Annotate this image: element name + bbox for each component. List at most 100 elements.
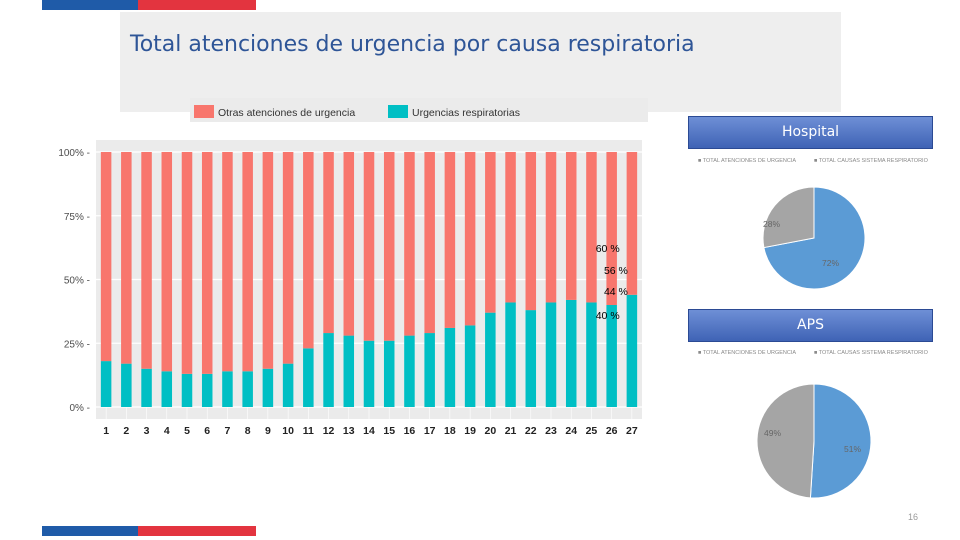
y-tick-label: 25% - [64,339,90,350]
bar-otras [323,152,334,334]
x-tick-label: 17 [424,425,436,437]
bar-otras [343,152,355,336]
legend-background [190,98,648,122]
legend-label-respiratorias: Urgencias respiratorias [412,107,520,119]
bar-respiratorias [222,371,233,407]
bar-otras [201,152,213,374]
bar-respiratorias [141,368,152,407]
bar-respiratorias [444,327,456,407]
bar-otras [262,152,274,369]
y-tick-label: 50% - [64,276,90,287]
x-tick-label: 19 [464,425,476,437]
pie-slice [756,383,815,499]
bar-otras [282,152,294,364]
bar-otras [242,152,253,372]
x-tick-label: 14 [363,425,375,437]
flag-red-segment [138,0,256,10]
pie-slice [762,186,815,249]
bar-respiratorias [282,363,294,407]
y-tick-label: 0% - [69,403,90,414]
bar-otras [363,152,375,341]
x-tick-label: 20 [484,425,496,437]
bar-respiratorias [586,302,597,407]
x-tick-label: 4 [164,425,170,437]
x-tick-label: 12 [323,425,335,437]
bar-otras [444,152,456,328]
bar-respiratorias [606,305,617,407]
stacked-bar-chart: Otras atenciones de urgencia Urgencias re… [58,98,648,437]
bar-respiratorias [323,333,334,407]
bar-otras [626,152,638,295]
x-tick-label: 9 [265,425,271,437]
legend-swatch-otras [194,105,214,118]
pie-value-label: 28% [763,219,780,229]
bar-respiratorias [404,335,415,407]
legend-swatch-respiratorias [388,105,408,118]
flag-stripe-top [42,0,256,10]
pie-legend-respiratorio: ■ TOTAL CAUSAS SISTEMA RESPIRATORIO [814,350,929,356]
title-box: Total atenciones de urgencia por causa r… [120,12,841,112]
aps-pie-title: APS [688,309,933,342]
x-tick-label: 3 [144,425,150,437]
bar-otras [586,152,597,303]
flag-red-segment [138,526,256,536]
bar-respiratorias [363,340,375,407]
pie-value-label: 51% [844,444,861,454]
hospital-pie-title: Hospital [688,116,933,149]
slide-title: Total atenciones de urgencia por causa r… [130,32,695,57]
bar-respiratorias [262,368,274,407]
bar-otras [505,152,516,303]
page-number: 16 [908,512,919,522]
pie-legend-respiratorio: ■ TOTAL CAUSAS SISTEMA RESPIRATORIO [814,158,929,164]
hospital-pie-chart: ■ TOTAL ATENCIONES DE URGENCIA ■ TOTAL CA… [698,158,929,290]
bar-otras [121,152,132,364]
x-tick-label: 1 [103,425,109,437]
x-tick-label: 23 [545,425,557,437]
bar-respiratorias [545,302,557,407]
legend-label-otras: Otras atenciones de urgencia [218,107,355,119]
x-tick-label: 15 [383,425,395,437]
bar-respiratorias [505,302,516,407]
bar-respiratorias [201,373,213,407]
x-tick-label: 8 [245,425,251,437]
x-tick-label: 24 [565,425,577,437]
bar-otras [485,152,496,313]
bar-respiratorias [100,361,112,407]
bar-otras [606,152,617,305]
bar-respiratorias [424,333,435,407]
flag-blue-segment [42,0,138,10]
x-tick-label: 11 [303,425,314,437]
flag-blue-segment [42,526,138,536]
bar-respiratorias [565,299,577,407]
bar-respiratorias [383,340,395,407]
x-tick-label: 5 [184,425,190,437]
x-tick-label: 18 [444,425,456,437]
bar-respiratorias [525,310,537,407]
bar-respiratorias [343,335,355,407]
bar-respiratorias [121,363,132,407]
bar-respiratorias [464,325,476,407]
x-tick-label: 21 [505,425,517,437]
bar-otras [464,152,476,326]
x-tick-label: 2 [123,425,129,437]
bar-otras [222,152,233,372]
bar-otras [100,152,112,362]
x-tick-label: 22 [525,425,537,437]
x-tick-label: 7 [225,425,231,437]
bar-respiratorias [181,373,193,407]
x-tick-label: 25 [586,425,598,437]
bar-otras [525,152,537,311]
bar-otras [424,152,435,334]
bar-respiratorias [161,371,173,407]
pie-slice [809,383,872,499]
bar-otras [404,152,415,336]
bar-respiratorias [242,371,253,407]
pie-value-label: 72% [822,258,839,268]
bar-respiratorias [485,312,496,407]
y-tick-label: 100% - [58,148,90,159]
bar-otras [161,152,173,372]
pie-legend-total: ■ TOTAL ATENCIONES DE URGENCIA [698,158,796,164]
pie-value-label: 49% [764,428,781,438]
bar-otras [565,152,577,300]
annotation-label: 44 % [604,286,628,298]
